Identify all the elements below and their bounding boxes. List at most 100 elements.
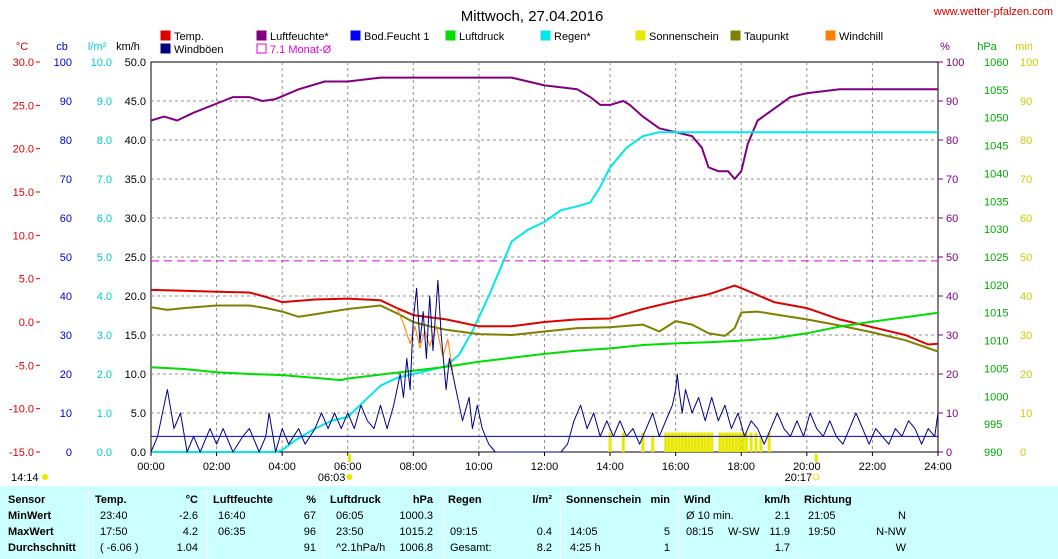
tick-pct: 80	[946, 135, 958, 147]
series-0-line	[150, 76, 938, 180]
row-label: MaxWert	[8, 526, 54, 538]
rain-value: 8.2	[536, 542, 552, 554]
tick-lm2: 8.0	[97, 135, 112, 147]
legend-label: Taupunkt	[744, 31, 789, 43]
sunshine-bar	[728, 432, 732, 452]
direction-time: 19:50	[808, 526, 836, 538]
table-header: Richtung	[804, 494, 852, 506]
pressure-value: 1006.8	[399, 542, 433, 554]
series-3-line	[150, 304, 939, 353]
tick-cb: 100	[54, 57, 72, 69]
table-header: Luftdruck	[330, 494, 381, 506]
tick-min: 20	[1020, 369, 1032, 381]
axis-unit-cb: cb	[56, 41, 68, 53]
tick-pct: 10	[946, 408, 958, 420]
sunset-dot	[812, 473, 820, 481]
tick-hpa: 1055	[984, 85, 1008, 97]
sunshine-time: 4:25 h	[570, 542, 601, 554]
time-axis: 00:00 02:00 04:00 06:00 08:00 10:00 12:00 14:00…	[137, 452, 952, 473]
sunshine-bar	[703, 432, 707, 452]
axis-unit-kmh: km/h	[116, 41, 140, 53]
wind-value: 2.1	[774, 510, 790, 522]
humidity-value: 96	[303, 526, 316, 538]
site-link[interactable]: www.wetter-pfalzen.com	[933, 6, 1053, 18]
axis-unit-c: °C	[16, 41, 28, 53]
sunshine-bar	[731, 432, 735, 452]
sunshine-value: 1	[663, 542, 670, 554]
table-header-unit: °C	[185, 494, 198, 506]
tick-hpa: 1050	[984, 113, 1008, 125]
weather-chart: Mittwoch, 27.04.2016 www.wetter-pfalzen.…	[8, 6, 1053, 484]
sunshine-bar	[700, 432, 704, 452]
sunshine-bar	[641, 432, 645, 452]
tick-pct: 60	[946, 213, 958, 225]
tick-hpa: 1040	[984, 168, 1008, 180]
tick-c: 15.0	[13, 187, 34, 199]
humidity-time: 16:40	[218, 510, 246, 522]
sunrise-sunset-marks: 06:03 20:17 14:14	[11, 454, 820, 484]
humidity-time: 06:35	[218, 526, 246, 538]
tick-cb: 50	[60, 252, 72, 264]
tick-min: 40	[1020, 291, 1032, 303]
time-label: 22:00	[859, 461, 887, 473]
pressure-time: 06:05	[336, 510, 364, 522]
tick-c: -5.0	[15, 360, 34, 372]
legend-swatch	[350, 30, 361, 41]
tick-lm2: 9.0	[97, 96, 112, 108]
rain-time: 09:15	[450, 526, 478, 538]
table-header: Sensor	[8, 494, 46, 506]
legend-swatch	[256, 30, 267, 41]
sunshine-bar	[687, 432, 691, 452]
rain-time: Gesamt:	[450, 542, 492, 554]
tick-c: -15.0	[9, 447, 34, 459]
tick-min: 50	[1020, 252, 1032, 264]
tick-kmh: 45.0	[125, 96, 146, 108]
tick-pct: 50	[946, 252, 958, 264]
legend-swatch	[445, 30, 456, 41]
axis-unit-min: min	[1015, 41, 1033, 53]
tick-pct: 100	[946, 57, 964, 69]
tick-hpa: 1020	[984, 280, 1008, 292]
tick-hpa: 1005	[984, 363, 1008, 375]
direction-value: N	[898, 510, 906, 522]
tick-hpa: 1010	[984, 336, 1008, 348]
series-1-line	[151, 131, 938, 453]
tick-hpa: 1025	[984, 252, 1008, 264]
tick-lm2: 4.0	[97, 291, 112, 303]
sunshine-bar	[744, 432, 748, 452]
wind-value: 11.9	[769, 526, 790, 538]
axis-ticks: 30.0 25.0 20.0 15.0 10.0 5.0 0.0 -5.0 -10.0 -15.0…	[9, 57, 1038, 459]
rain-value: 0.4	[536, 526, 552, 538]
tick-hpa: 1045	[984, 141, 1008, 153]
series-4-line	[150, 311, 939, 382]
tick-cb: 20	[60, 369, 72, 381]
sunshine-bar	[608, 432, 612, 452]
sunrise-tick	[347, 454, 351, 462]
table-header: Regen	[448, 494, 482, 506]
sunshine-bar	[667, 432, 671, 452]
table-separator	[678, 486, 679, 559]
humidity-value: 91	[303, 542, 316, 554]
axis-unit-headers: °C cb l/m² km/h% hPa min	[16, 41, 1033, 53]
sunshine-bar	[718, 432, 722, 452]
tick-pct: 90	[946, 96, 958, 108]
sunshine-bar	[690, 432, 694, 452]
legend-label: Regen*	[554, 31, 591, 43]
tick-kmh: 30.0	[125, 213, 146, 225]
tick-kmh: 0.0	[131, 447, 146, 459]
sunshine-bar	[754, 432, 758, 452]
tick-cb: 40	[60, 291, 72, 303]
tick-min: 70	[1020, 174, 1032, 186]
stats-table: Sensor Temp. °C Luftfeuchte% Luftdruck hPa Reg…	[0, 486, 1058, 559]
sunrise-time: 06:03	[318, 472, 346, 484]
time-label: 02:00	[203, 461, 231, 473]
temp-time: ( -6.06 )	[100, 542, 139, 554]
time-label: 12:00	[531, 461, 559, 473]
tick-c: 25.0	[13, 100, 34, 112]
table-separator	[323, 486, 324, 559]
chart-series	[150, 76, 939, 453]
sunshine-bar	[706, 432, 710, 452]
sunshine-bar	[680, 432, 684, 452]
series-2-line	[150, 284, 939, 346]
direction-value: N-NW	[876, 526, 906, 538]
